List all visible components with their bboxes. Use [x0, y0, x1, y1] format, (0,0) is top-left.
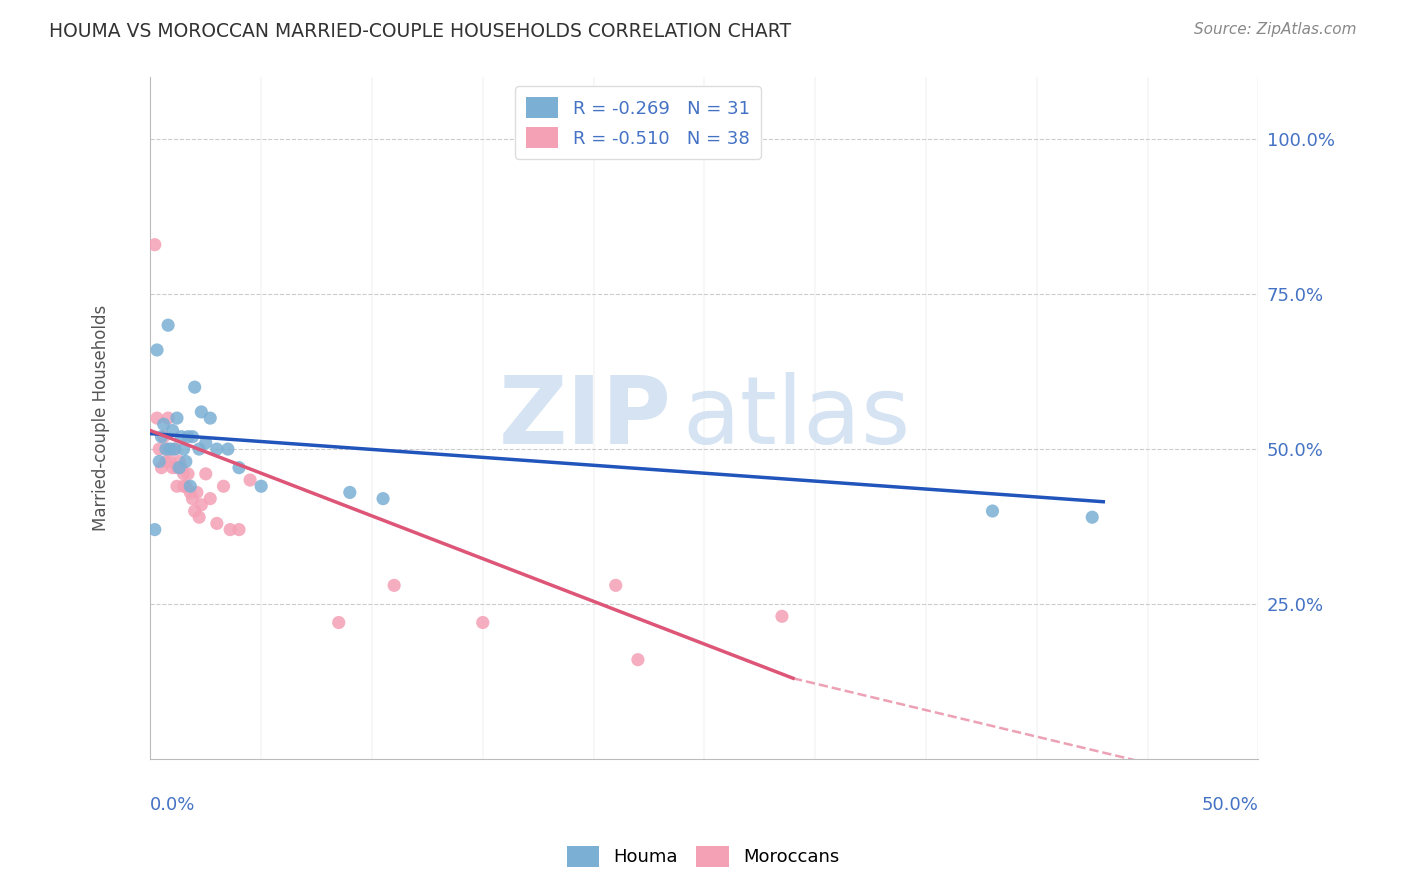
Text: ZIP: ZIP — [498, 372, 671, 464]
Text: HOUMA VS MOROCCAN MARRIED-COUPLE HOUSEHOLDS CORRELATION CHART: HOUMA VS MOROCCAN MARRIED-COUPLE HOUSEHO… — [49, 22, 792, 41]
Point — [170, 430, 193, 444]
Point — [152, 417, 174, 432]
Point — [605, 578, 627, 592]
Point — [200, 411, 222, 425]
Point — [167, 460, 190, 475]
Point — [177, 467, 200, 481]
Point — [174, 454, 197, 468]
Point — [173, 442, 195, 456]
Point — [239, 473, 262, 487]
Point — [143, 523, 166, 537]
Text: 50.0%: 50.0% — [1202, 797, 1258, 814]
Point — [177, 430, 200, 444]
Point — [174, 479, 197, 493]
Point — [339, 485, 361, 500]
Point — [163, 442, 186, 456]
Point — [228, 523, 250, 537]
Point — [173, 467, 195, 481]
Point — [183, 380, 205, 394]
Legend: Houma, Moroccans: Houma, Moroccans — [560, 838, 846, 874]
Point — [228, 460, 250, 475]
Point — [770, 609, 793, 624]
Point — [181, 430, 204, 444]
Point — [159, 442, 181, 456]
Point — [382, 578, 405, 592]
Point — [150, 430, 173, 444]
Point — [146, 411, 169, 425]
Point — [179, 479, 201, 493]
Point — [157, 442, 180, 456]
Point — [146, 343, 169, 357]
Point — [188, 510, 211, 524]
Point — [157, 411, 180, 425]
Point — [217, 442, 239, 456]
Point — [162, 424, 184, 438]
Text: atlas: atlas — [682, 372, 911, 464]
Point — [188, 442, 211, 456]
Point — [148, 442, 170, 456]
Point — [143, 237, 166, 252]
Point — [194, 467, 217, 481]
Text: 0.0%: 0.0% — [150, 797, 195, 814]
Point — [627, 653, 650, 667]
Point — [190, 498, 212, 512]
Text: Source: ZipAtlas.com: Source: ZipAtlas.com — [1194, 22, 1357, 37]
Point — [371, 491, 394, 506]
Point — [152, 430, 174, 444]
Point — [163, 442, 186, 456]
Point — [167, 454, 190, 468]
Point — [170, 460, 193, 475]
Point — [179, 485, 201, 500]
Point — [1081, 510, 1104, 524]
Point — [205, 516, 228, 531]
Point — [148, 454, 170, 468]
Point — [183, 504, 205, 518]
Point — [194, 436, 217, 450]
Point — [186, 485, 208, 500]
Point — [981, 504, 1004, 518]
Point — [166, 479, 188, 493]
Point — [150, 460, 173, 475]
Point — [173, 479, 195, 493]
Point — [190, 405, 212, 419]
Point — [155, 442, 177, 456]
Point — [212, 479, 235, 493]
Point — [328, 615, 350, 630]
Point — [200, 491, 222, 506]
Legend: R = -0.269   N = 31, R = -0.510   N = 38: R = -0.269 N = 31, R = -0.510 N = 38 — [515, 87, 761, 159]
Point — [181, 491, 204, 506]
Point — [250, 479, 273, 493]
Point — [162, 460, 184, 475]
Point — [157, 318, 180, 333]
Point — [166, 460, 188, 475]
Point — [155, 454, 177, 468]
Point — [471, 615, 494, 630]
Point — [159, 454, 181, 468]
Point — [219, 523, 242, 537]
Point — [166, 411, 188, 425]
Point — [205, 442, 228, 456]
Text: Married-couple Households: Married-couple Households — [91, 305, 110, 532]
